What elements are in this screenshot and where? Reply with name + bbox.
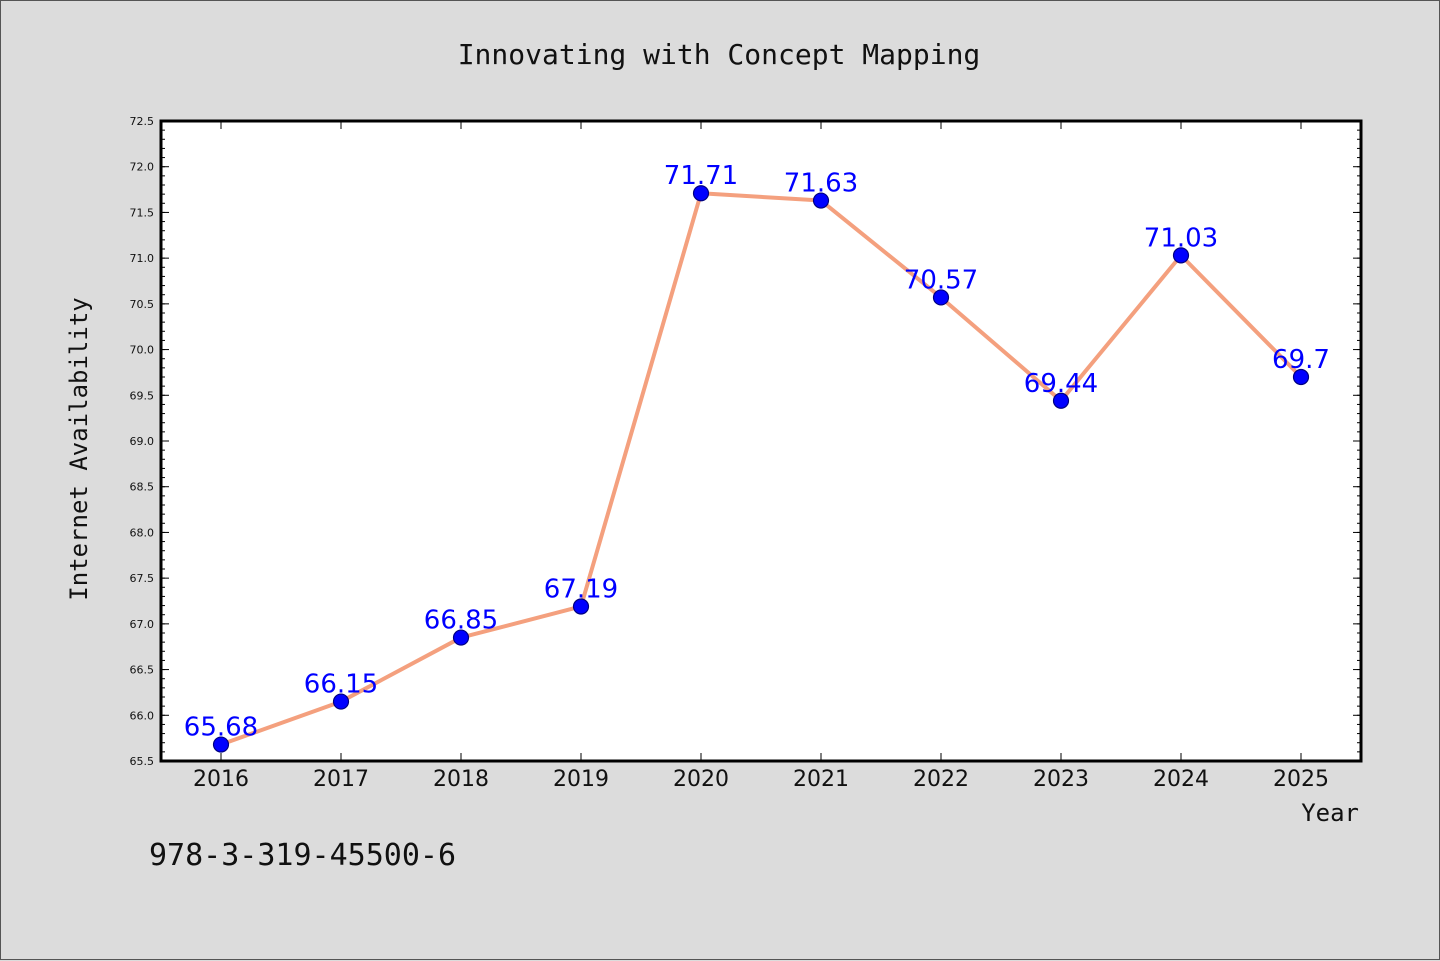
y-tick-label: 65.5 xyxy=(130,755,155,768)
x-tick-label: 2024 xyxy=(1153,767,1209,792)
chart-title: Innovating with Concept Mapping xyxy=(458,38,981,71)
y-tick-label: 69.0 xyxy=(130,435,155,448)
data-point-marker xyxy=(572,598,590,615)
data-point-marker xyxy=(452,629,470,646)
data-point-marker xyxy=(812,192,830,209)
x-tick-label: 2017 xyxy=(313,767,369,792)
data-point-marker xyxy=(1292,368,1310,386)
plot-area xyxy=(159,119,1363,763)
x-tick-label: 2016 xyxy=(193,767,249,792)
x-axis: 2016 2017 2018 2019 2020 2021 2022 2023 2024 2025 xyxy=(193,121,1329,792)
y-tick-label: 66.5 xyxy=(130,664,155,677)
isbn-text: 978-3-319-45500-6 xyxy=(149,838,456,873)
x-tick-label: 2019 xyxy=(553,767,609,792)
data-label: 69.44 xyxy=(1024,369,1098,399)
x-tick-label: 2025 xyxy=(1273,767,1329,792)
y-tick-label: 67.0 xyxy=(130,618,155,631)
data-label: 71.71 xyxy=(664,161,738,191)
x-tick-label: 2020 xyxy=(673,767,729,792)
data-label: 69.7 xyxy=(1272,345,1330,375)
data-label: 66.15 xyxy=(304,670,378,700)
x-tick-label: 2018 xyxy=(433,767,489,792)
x-tick-label: 2021 xyxy=(793,767,849,792)
y-tick-label: 68.5 xyxy=(130,481,155,494)
data-label: 66.85 xyxy=(424,606,498,636)
x-tick-label: 2023 xyxy=(1033,767,1089,792)
data-label: 71.03 xyxy=(1144,223,1218,253)
y-tick-label: 70.0 xyxy=(130,344,155,357)
y-tick-label: 71.0 xyxy=(130,252,155,265)
data-label: 65.68 xyxy=(184,713,258,743)
y-tick-label: 72.0 xyxy=(130,161,155,174)
data-point-marker xyxy=(692,185,710,202)
y-tick-label: 69.5 xyxy=(130,389,155,402)
y-axis: 65.5 66.0 66.5 67.0 67.5 68.0 68.5 69.0 69.5 70.0… xyxy=(130,115,1361,768)
data-point-marker xyxy=(1052,392,1070,409)
data-label: 67.19 xyxy=(544,574,618,604)
x-axis-title: Year xyxy=(1301,799,1359,827)
y-tick-label: 66.0 xyxy=(130,709,155,722)
data-point-marker xyxy=(932,289,950,306)
y-tick-label: 68.0 xyxy=(130,526,155,539)
y-axis-title: Internet Availability xyxy=(65,297,93,600)
series-line xyxy=(219,191,1303,747)
y-tick-label: 70.5 xyxy=(130,298,155,311)
x-tick-label: 2022 xyxy=(913,767,969,792)
series-group: 65.68 66.15 66.85 67.19 71.71 71.63 70.57 69.44… xyxy=(184,161,1330,753)
y-tick-label: 72.5 xyxy=(130,115,155,128)
data-label: 71.63 xyxy=(784,169,858,199)
y-tick-label: 71.5 xyxy=(130,206,155,219)
y-tick-label: 67.5 xyxy=(130,572,155,585)
data-point-marker xyxy=(212,736,230,753)
data-point-marker xyxy=(332,693,350,710)
data-label: 70.57 xyxy=(904,265,978,295)
data-point-marker xyxy=(1172,247,1190,264)
